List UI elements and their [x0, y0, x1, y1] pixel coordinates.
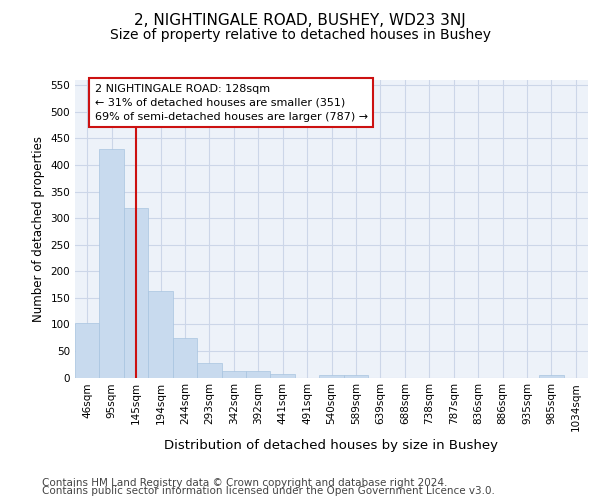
Text: Size of property relative to detached houses in Bushey: Size of property relative to detached ho… — [110, 28, 491, 42]
Bar — [173, 338, 197, 378]
Text: 2, NIGHTINGALE ROAD, BUSHEY, WD23 3NJ: 2, NIGHTINGALE ROAD, BUSHEY, WD23 3NJ — [134, 12, 466, 28]
Bar — [124, 208, 148, 378]
Bar — [148, 291, 173, 378]
Bar — [344, 375, 368, 378]
Bar — [75, 323, 100, 378]
Bar — [221, 370, 246, 378]
Bar — [100, 149, 124, 378]
Bar — [197, 363, 221, 378]
Text: Contains public sector information licensed under the Open Government Licence v3: Contains public sector information licen… — [42, 486, 495, 496]
Y-axis label: Number of detached properties: Number of detached properties — [32, 136, 45, 322]
Text: Contains HM Land Registry data © Crown copyright and database right 2024.: Contains HM Land Registry data © Crown c… — [42, 478, 448, 488]
Bar — [246, 370, 271, 378]
Bar — [271, 374, 295, 378]
Text: 2 NIGHTINGALE ROAD: 128sqm
← 31% of detached houses are smaller (351)
69% of sem: 2 NIGHTINGALE ROAD: 128sqm ← 31% of deta… — [95, 84, 368, 122]
Bar — [539, 375, 563, 378]
X-axis label: Distribution of detached houses by size in Bushey: Distribution of detached houses by size … — [164, 440, 499, 452]
Bar — [319, 375, 344, 378]
